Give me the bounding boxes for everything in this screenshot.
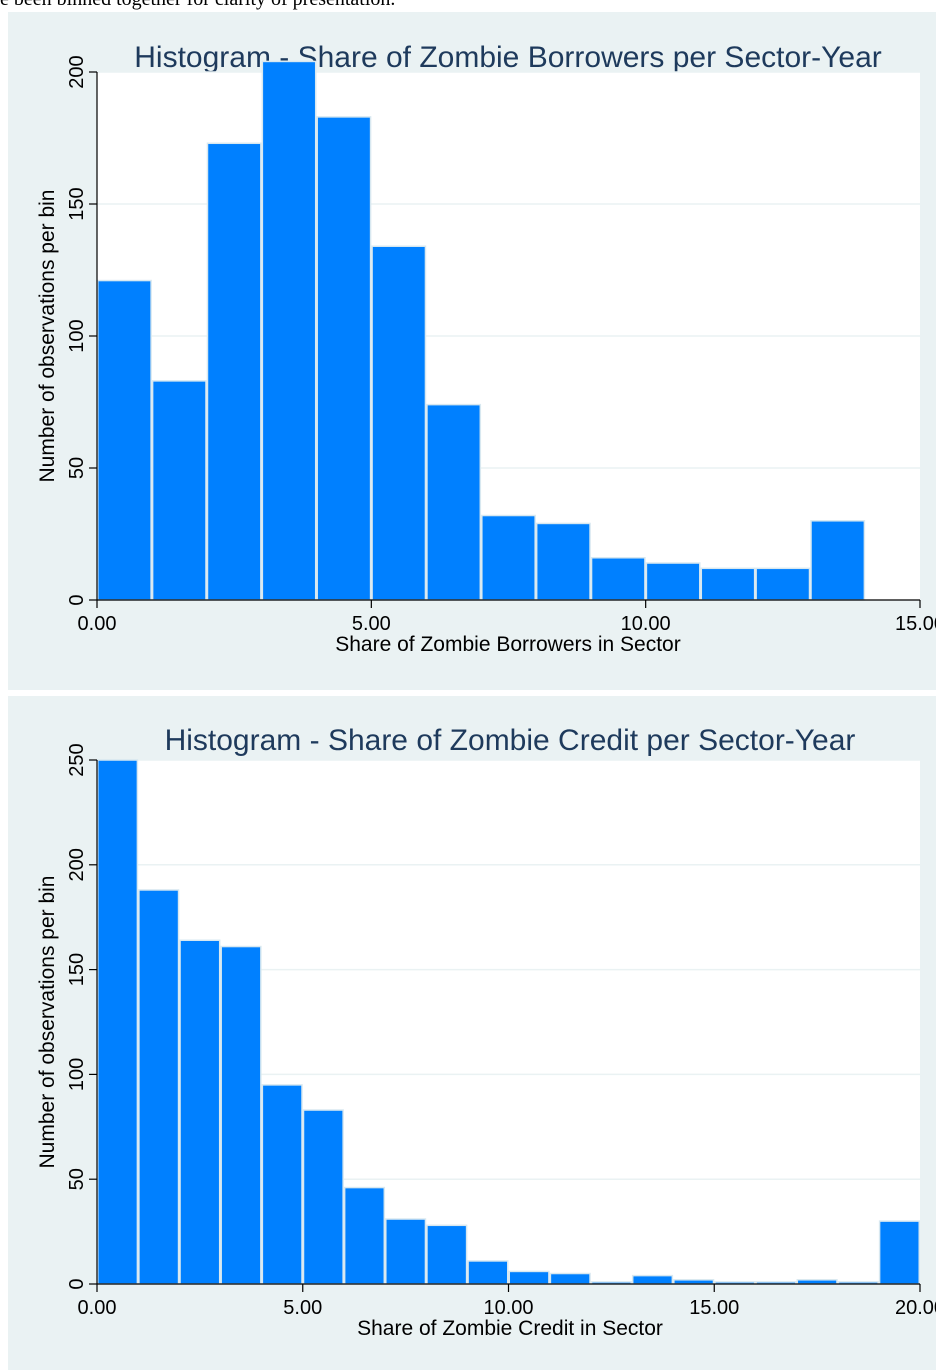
histogram-bar (481, 514, 536, 601)
chart-title: Histogram - Share of Zombie Borrowers pe… (134, 41, 882, 74)
histogram-bar (810, 520, 866, 601)
histogram-bar (631, 1274, 674, 1285)
y-tick-label: 50 (66, 457, 88, 479)
histogram-bar (302, 1109, 344, 1285)
histogram-bar (645, 562, 701, 601)
figure-caption: e been binned together for clarity of pr… (0, 0, 936, 12)
y-tick-label: 100 (66, 319, 88, 352)
histogram-bar (426, 1224, 468, 1285)
histogram-bar (796, 1279, 838, 1285)
histogram-bar (179, 939, 221, 1285)
histogram-bar (590, 557, 646, 601)
chart-title: Histogram - Share of Zombie Credit per S… (165, 724, 856, 757)
histogram-bar (467, 1260, 509, 1285)
histogram-panel-credit: Histogram - Share of Zombie Credit per S… (8, 696, 936, 1370)
histogram-bar (97, 279, 152, 601)
histogram-credit-chart: Histogram - Share of Zombie Credit per S… (36, 724, 936, 1340)
histogram-bar (535, 522, 591, 601)
bars (97, 759, 920, 1285)
x-tick-label: 5.00 (283, 1297, 322, 1319)
y-tick-label: 200 (66, 55, 88, 88)
x-tick-label: 10.00 (483, 1297, 533, 1319)
histogram-bar (151, 380, 207, 601)
y-tick-label: 150 (66, 953, 88, 986)
x-tick-label: 20.00 (895, 1297, 936, 1319)
y-tick-label: 150 (66, 187, 88, 220)
x-tick-label: 15.00 (895, 613, 936, 635)
y-tick-label: 250 (66, 743, 88, 776)
y-tick-label: 50 (66, 1168, 88, 1190)
histogram-bar (673, 1279, 715, 1285)
bars (97, 60, 866, 601)
histogram-bar (700, 567, 756, 601)
histogram-bar (206, 142, 262, 601)
histogram-bar (508, 1270, 550, 1285)
y-tick-label: 100 (66, 1058, 88, 1091)
x-tick-label: 0.00 (78, 1297, 117, 1319)
histogram-bar (316, 116, 372, 601)
x-axis-title: Share of Zombie Borrowers in Sector (335, 633, 680, 656)
y-tick-label: 200 (66, 848, 88, 881)
y-tick-label: 0 (66, 594, 88, 605)
x-axis-title: Share of Zombie Credit in Sector (357, 1317, 663, 1340)
histogram-bar (426, 403, 482, 601)
histogram-bar (371, 245, 427, 601)
x-tick-label: 0.00 (78, 613, 117, 635)
histogram-bar (343, 1186, 386, 1285)
histogram-bar (755, 567, 811, 601)
x-tick-label: 15.00 (689, 1297, 739, 1319)
histogram-bar (385, 1218, 427, 1285)
y-tick-label: 0 (66, 1278, 88, 1289)
histogram-panel-borrowers: Histogram - Share of Zombie Borrowers pe… (8, 12, 936, 690)
y-axis-title: Number of observations per bin (36, 190, 59, 483)
histogram-bar (261, 1084, 303, 1285)
x-tick-label: 10.00 (621, 613, 671, 635)
x-tick-label: 5.00 (352, 613, 391, 635)
histogram-bar (97, 759, 139, 1285)
histogram-bar (138, 889, 180, 1285)
histogram-bar (549, 1272, 591, 1285)
histogram-bar (878, 1220, 920, 1285)
histogram-bar (220, 945, 262, 1285)
histogram-borrowers-chart: Histogram - Share of Zombie Borrowers pe… (36, 41, 936, 656)
y-axis-title: Number of observations per bin (36, 876, 59, 1169)
histogram-bar (261, 60, 317, 601)
